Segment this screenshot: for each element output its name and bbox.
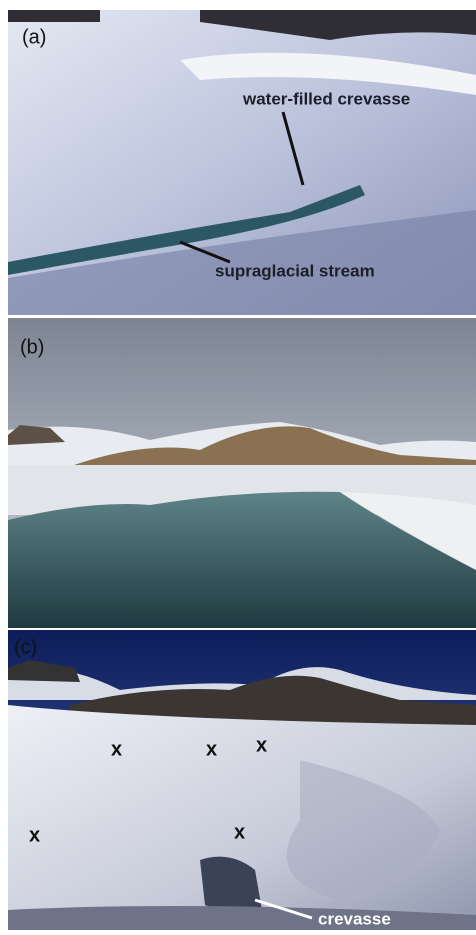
marker: x	[234, 821, 245, 843]
annotation: water-filled crevasse	[242, 89, 410, 108]
marker: x	[111, 738, 122, 760]
annotation: supraglacial stream	[215, 261, 375, 280]
panel-label: (a)	[22, 26, 46, 48]
panel-b: (b)	[8, 318, 476, 628]
marker: x	[256, 734, 267, 756]
panel-c: (c) x x x x x crevasse	[8, 630, 476, 930]
marker: x	[206, 738, 217, 760]
panel-a: (a) water-filled crevasse supraglacial s…	[8, 10, 476, 315]
annotation: crevasse	[318, 909, 391, 928]
figure: (a) water-filled crevasse supraglacial s…	[0, 0, 476, 935]
marker: x	[29, 824, 40, 846]
panel-label: (c)	[14, 636, 37, 658]
panel-label: (b)	[20, 336, 44, 358]
